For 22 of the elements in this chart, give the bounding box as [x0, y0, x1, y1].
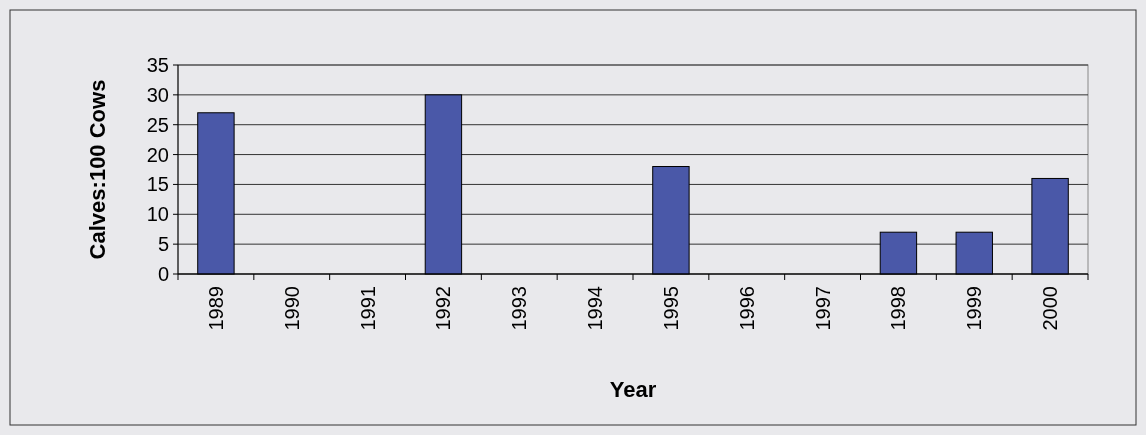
y-tick-label: 0 — [157, 263, 169, 285]
y-tick-label: 10 — [146, 203, 169, 226]
x-tick-label: 1998 — [887, 286, 910, 331]
x-tick-label: 1990 — [280, 286, 303, 331]
y-tick-label: 30 — [146, 83, 169, 106]
x-tick-label: 1992 — [432, 286, 455, 331]
x-tick-label: 1997 — [811, 286, 834, 331]
x-tick-label: 1989 — [204, 286, 227, 331]
y-tick-label: 5 — [157, 233, 169, 256]
x-tick-label: 1994 — [584, 286, 607, 331]
y-axis-title: Calves:100 Cows — [85, 79, 110, 260]
y-tick-label: 15 — [146, 173, 169, 196]
x-axis-title: Year — [609, 377, 657, 402]
y-tick-label: 20 — [146, 143, 169, 166]
x-tick-label: 1993 — [508, 286, 531, 331]
y-tick-label: 35 — [146, 54, 169, 76]
x-tick-label: 2000 — [1039, 286, 1062, 331]
x-tick-label: 1996 — [735, 286, 758, 331]
x-tick-label: 1991 — [356, 286, 379, 331]
y-tick-label: 25 — [146, 113, 169, 136]
x-tick-label: 1995 — [659, 286, 682, 331]
x-tick-label: 1999 — [963, 286, 986, 331]
